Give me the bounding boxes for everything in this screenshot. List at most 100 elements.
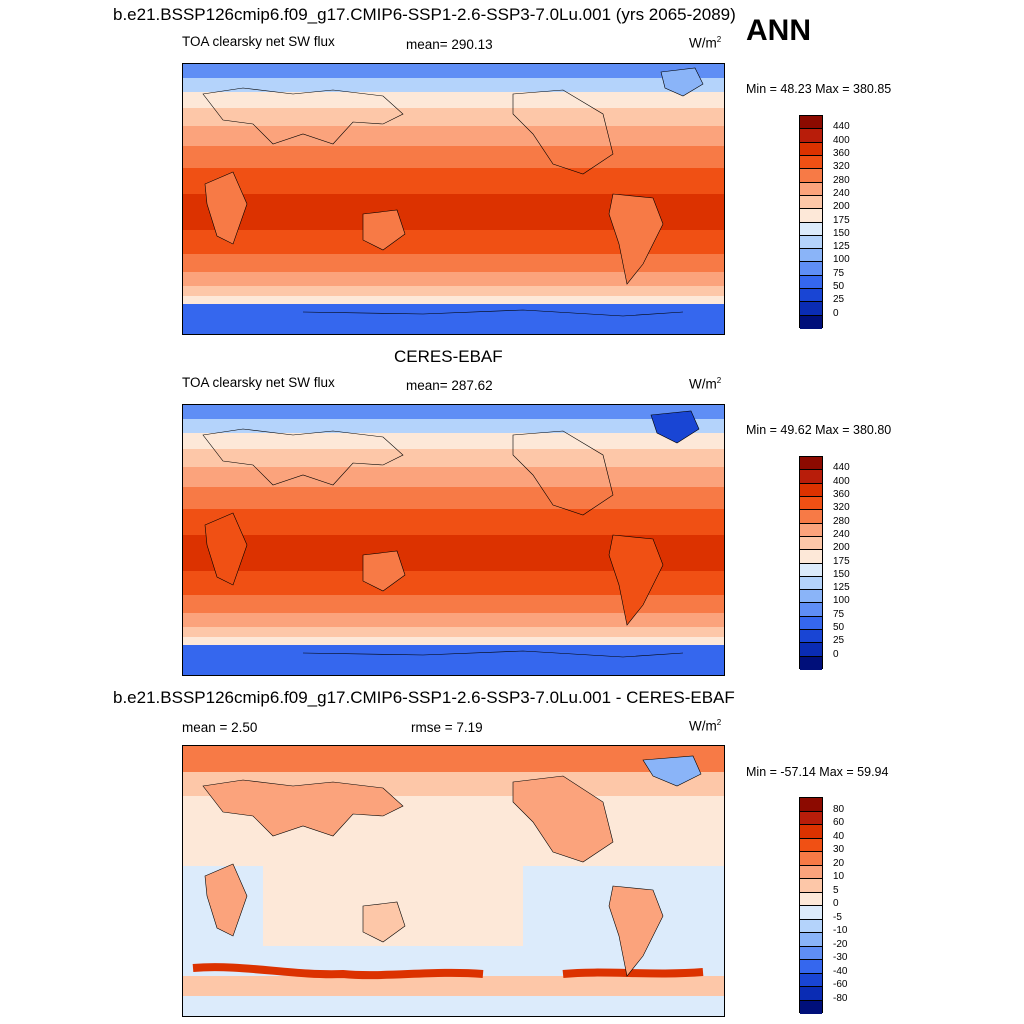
colorbar-tick-label: 240 [833, 528, 850, 540]
colorbar-swatch [800, 550, 822, 564]
colorbar-swatch [800, 616, 822, 631]
colorbar-swatch [800, 315, 822, 329]
colorbar-tick-label: 150 [833, 568, 850, 580]
panel-diff-units: W/m2 [689, 718, 722, 734]
panel-obs-title: CERES-EBAF [394, 347, 503, 366]
panel-diff-minmax: Min = -57.14 Max = 59.94 [746, 765, 889, 779]
colorbar-tick-label: 360 [833, 488, 850, 500]
map-model [182, 63, 725, 335]
colorbar-tick-label: 60 [833, 817, 845, 828]
colorbar-swatch [800, 960, 822, 974]
colorbar-tick-label: 440 [833, 462, 850, 474]
colorbar-swatch [800, 155, 822, 170]
map-diff [182, 745, 725, 1017]
colorbar-tick-label: -30 [833, 952, 848, 963]
panel-model-variable: TOA clearsky net SW flux [182, 34, 335, 49]
colorbar-swatch [800, 483, 822, 497]
colorbar-swatch [800, 892, 822, 906]
colorbar-tick-label: 125 [833, 582, 850, 594]
panel-obs-variable: TOA clearsky net SW flux [182, 375, 335, 390]
colorbar-swatch [800, 811, 822, 825]
panel-diff-rmse: rmse = 7.19 [411, 720, 483, 735]
colorbar-swatch [800, 838, 822, 852]
colorbar-swatch [800, 603, 822, 617]
colorbar-swatch [800, 235, 822, 250]
colorbar-tick-label: 200 [833, 201, 850, 213]
colorbar-tick-label: 320 [833, 502, 850, 514]
colorbar-tick-label: 0 [833, 648, 839, 660]
colorbar-swatch [800, 563, 822, 577]
colorbar-tick-label: -60 [833, 979, 848, 990]
colorbar-tick-label: 100 [833, 595, 850, 607]
colorbar-swatch [800, 275, 822, 290]
colorbar-swatch [800, 1000, 822, 1014]
colorbar-swatch [800, 302, 822, 316]
colorbar-tick-label: 50 [833, 622, 845, 634]
panel-obs-mean: mean= 287.62 [406, 378, 493, 393]
colorbar-tick-label: -40 [833, 965, 848, 977]
colorbar-swatch [800, 656, 822, 670]
colorbar-swatch [800, 879, 822, 893]
colorbar-tick-label: 440 [833, 121, 850, 133]
colorbar-tick-label: 400 [833, 475, 850, 487]
figure-title: b.e21.BSSP126cmip6.f09_g17.CMIP6-SSP1-2.… [113, 5, 736, 24]
colorbar-swatch [800, 630, 822, 644]
colorbar-swatch [800, 195, 822, 210]
colorbar-tick-label: 400 [833, 134, 850, 146]
colorbar-tick-label: 75 [833, 608, 845, 620]
colorbar-swatch [800, 182, 822, 196]
colorbar-swatch [800, 262, 822, 276]
panel-model-mean: mean= 290.13 [406, 37, 493, 52]
colorbar-swatch [800, 906, 822, 920]
colorbar-swatch [800, 536, 822, 551]
colorbar-tick-label: 10 [833, 871, 845, 882]
colorbar-swatch [800, 933, 822, 947]
colorbar-tick-label: 0 [833, 307, 839, 319]
colorbar-swatch [800, 523, 822, 537]
colorbar-tick-label: 200 [833, 542, 850, 554]
colorbar-tick-label: 150 [833, 227, 850, 239]
colorbar-tick-label: 100 [833, 254, 850, 266]
colorbar-swatch [800, 510, 822, 524]
colorbar-obs [799, 456, 823, 670]
colorbar-tick-label: 280 [833, 174, 850, 186]
colorbar-tick-label: 20 [833, 857, 845, 869]
colorbar-swatch [800, 129, 822, 143]
colorbar-tick-label: 30 [833, 844, 845, 855]
colorbar-swatch [800, 576, 822, 591]
colorbar-tick-label: -5 [833, 911, 842, 923]
colorbar-swatch [800, 470, 822, 484]
panel-model-minmax: Min = 48.23 Max = 380.85 [746, 82, 892, 96]
colorbar-swatch [800, 798, 822, 812]
colorbar-tick-label: 75 [833, 267, 845, 279]
colorbar-tick-label: 280 [833, 515, 850, 527]
colorbar-tick-label: 175 [833, 555, 850, 567]
panel-obs-units: W/m2 [689, 376, 722, 392]
colorbar-tick-label: 240 [833, 187, 850, 199]
colorbar-tick-label: 40 [833, 830, 845, 842]
colorbar-tick-label: 0 [833, 898, 839, 909]
colorbar-swatch [800, 289, 822, 303]
colorbar-swatch [800, 825, 822, 839]
colorbar-swatch [800, 590, 822, 604]
season-label: ANN [746, 14, 811, 47]
colorbar-tick-label: 25 [833, 294, 845, 306]
colorbar-swatch [800, 946, 822, 960]
colorbar-swatch [800, 919, 822, 933]
colorbar-swatch [800, 643, 822, 657]
panel-obs-minmax: Min = 49.62 Max = 380.80 [746, 423, 892, 437]
colorbar-swatch [800, 457, 822, 471]
colorbar-swatch [800, 987, 822, 1001]
colorbar-swatch [800, 169, 822, 183]
colorbar-diff [799, 797, 823, 1014]
colorbar-swatch [800, 865, 822, 879]
colorbar-swatch [800, 496, 822, 511]
panel-diff-title: b.e21.BSSP126cmip6.f09_g17.CMIP6-SSP1-2.… [113, 688, 735, 707]
colorbar-tick-label: 125 [833, 241, 850, 253]
colorbar-tick-label: -10 [833, 925, 848, 936]
colorbar-tick-label: -80 [833, 992, 848, 1004]
colorbar-swatch [800, 116, 822, 130]
map-obs [182, 404, 725, 676]
colorbar-tick-label: 50 [833, 281, 845, 293]
colorbar-tick-label: 80 [833, 803, 845, 815]
